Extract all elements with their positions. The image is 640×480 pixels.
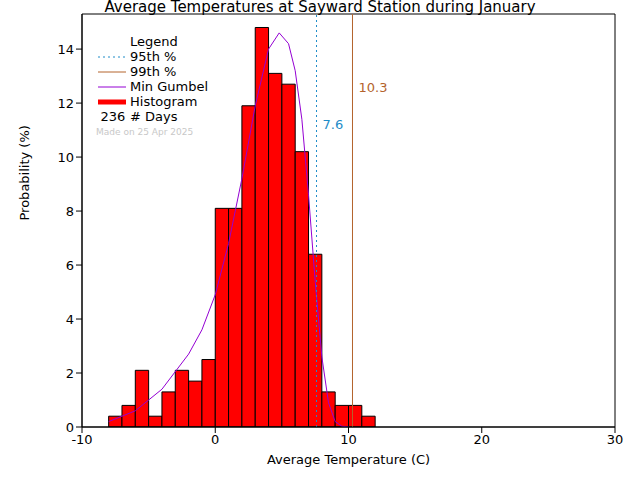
svg-text:7.6: 7.6 xyxy=(323,117,344,132)
html-text:Made on 25 Apr 2025: Made on 25 Apr 2025 xyxy=(96,127,194,137)
svg-text:14: 14 xyxy=(57,42,74,57)
html-text:95th %: 95th % xyxy=(130,49,177,64)
svg-text:2: 2 xyxy=(66,366,74,381)
svg-text:10: 10 xyxy=(57,150,74,165)
html-text:Min Gumbel: Min Gumbel xyxy=(130,79,208,94)
svg-text:12: 12 xyxy=(57,96,74,111)
html-text:Histogram: Histogram xyxy=(130,94,198,109)
svg-text:Probability (%): Probability (%) xyxy=(17,125,32,220)
html-text:236 # Days: 236 # Days xyxy=(100,109,178,124)
svg-text:10: 10 xyxy=(340,432,357,447)
html-text:Legend: Legend xyxy=(130,34,178,49)
svg-text:30: 30 xyxy=(607,432,624,447)
svg-text:6: 6 xyxy=(66,258,74,273)
svg-text:20: 20 xyxy=(473,432,490,447)
svg-text:0: 0 xyxy=(211,432,219,447)
svg-text:4: 4 xyxy=(66,312,74,327)
html-text:99th %: 99th % xyxy=(130,64,177,79)
svg-text:10.3: 10.3 xyxy=(358,80,387,95)
svg-text:Average Temperature (C): Average Temperature (C) xyxy=(267,452,430,467)
svg-text:0: 0 xyxy=(66,420,74,435)
svg-text:-10: -10 xyxy=(71,432,92,447)
svg-text:8: 8 xyxy=(66,204,74,219)
